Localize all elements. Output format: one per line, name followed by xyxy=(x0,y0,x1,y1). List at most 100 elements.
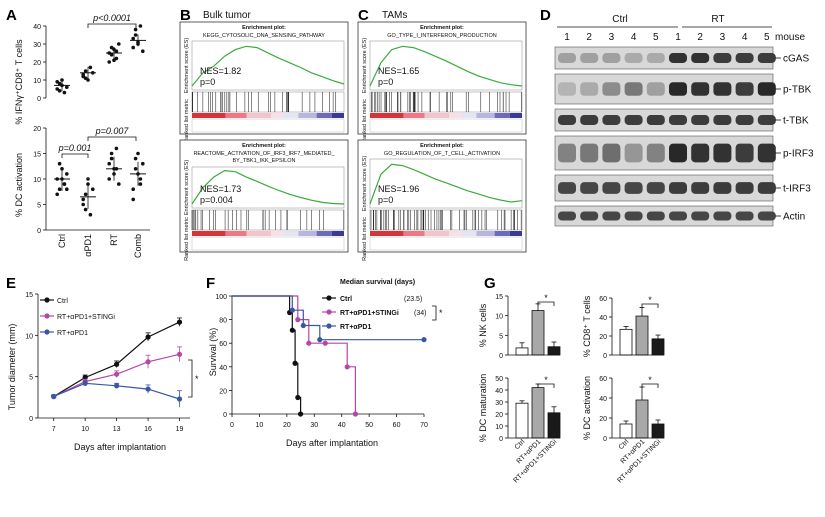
gsea-es-area xyxy=(191,166,345,209)
gsea-es-area xyxy=(369,158,523,209)
panel-label-g: G xyxy=(484,275,496,292)
blot-band xyxy=(713,53,732,63)
blot-band xyxy=(691,143,710,163)
blot-band xyxy=(602,143,621,163)
blot-band xyxy=(757,182,776,194)
a-bottom-point xyxy=(86,182,90,186)
g-ytick-label: 40 xyxy=(599,315,607,322)
gsea-rank-band xyxy=(331,113,344,118)
a-top-point xyxy=(117,42,121,46)
f-marker xyxy=(306,340,312,346)
blot-band xyxy=(669,82,687,96)
blot-band xyxy=(757,53,776,63)
g-ytick-label: 10 xyxy=(495,424,503,431)
gsea-es-curve xyxy=(191,45,345,87)
gsea-rank-band xyxy=(271,231,284,236)
blot-band xyxy=(646,143,665,163)
blot-band xyxy=(558,82,576,96)
gsea-p: p=0 xyxy=(200,77,215,87)
blot-band xyxy=(602,82,621,96)
gsea-rank-band xyxy=(283,113,299,118)
blot-band xyxy=(580,211,599,221)
gsea-es-label: Enrichment score (ES) xyxy=(184,38,190,93)
blot-band xyxy=(558,53,576,63)
blot-band xyxy=(735,115,754,125)
panel-a-bottom-bracket-2 xyxy=(87,136,137,141)
panel-d: Ctrl RT mouse 1 2 3 4 5 1 2 3 4 5 cGAS p-TBK t-TBK p… xyxy=(554,14,814,227)
panel-a-bottom-points xyxy=(54,146,146,217)
e-point xyxy=(51,393,57,400)
e-legend-marker xyxy=(44,313,50,319)
gsea-rank-band xyxy=(225,113,247,118)
a-bottom-tick-label: 0 xyxy=(37,228,41,235)
panel-label-d: D xyxy=(540,7,551,24)
gsea-plot: Enrichment plot: KEGG_CYTOSOLIC_DNA_SENSI… xyxy=(179,21,349,143)
blot-band xyxy=(713,115,732,125)
blot-band xyxy=(580,143,599,163)
f-legend-marker xyxy=(326,295,332,301)
g-sig-bracket xyxy=(641,383,659,388)
g-ytick-label: 20 xyxy=(599,416,607,423)
gsea-name: GO_TYPE_I_INTERFERON_PRODUCTION xyxy=(387,33,496,39)
g-ytick-label: 0 xyxy=(499,353,503,360)
panel-a-bottom-ylabel: % DC activation xyxy=(14,153,24,217)
gsea-nes: NES=1.73 xyxy=(200,184,241,194)
blot-band xyxy=(624,82,643,96)
blot-band xyxy=(580,53,599,63)
blot-band xyxy=(558,182,576,194)
blot-band xyxy=(691,53,710,63)
blot-band xyxy=(669,53,687,63)
panel-e-sig-bracket xyxy=(188,359,193,398)
panel-f-ticks: 0 20 40 60 80 100 0 10 20 30 40 50 60 70 xyxy=(215,294,428,429)
gsea-rank-band xyxy=(403,231,425,236)
gsea-rank-band xyxy=(271,113,284,118)
gsea-p: p=0 xyxy=(378,77,393,87)
panel-label-f: F xyxy=(206,275,215,292)
panel-label-e: E xyxy=(6,275,16,292)
gsea-header: Enrichment plot: xyxy=(420,25,464,31)
gsea-rank-band xyxy=(298,231,317,236)
blot-band xyxy=(757,82,776,96)
lane-number: 4 xyxy=(742,32,748,43)
a-bottom-point xyxy=(57,187,62,191)
blot-label: t-TBK xyxy=(783,116,809,127)
panel-d-lane-header: mouse xyxy=(775,32,805,43)
f-ytick-label: 100 xyxy=(215,294,227,301)
g-sig-bracket xyxy=(641,303,659,308)
gsea-header: Enrichment plot: xyxy=(420,143,464,149)
gsea-rank-band xyxy=(494,113,510,118)
lane-number: 5 xyxy=(764,32,770,43)
gsea-rank-band xyxy=(461,231,477,236)
g-category-label: Ctrl xyxy=(514,438,527,451)
panel-f-ylabel: Survival (%) xyxy=(208,328,218,377)
panel-a-top-bracket xyxy=(87,23,137,28)
panel-f-xlabel: Days after implantation xyxy=(286,438,378,448)
panel-a-top-ticks: 0 10 20 30 40 xyxy=(33,24,46,103)
blot-band xyxy=(602,182,621,194)
f-survival-line xyxy=(232,295,424,341)
a-bottom-point xyxy=(91,187,95,191)
panel-d-group-rt: RT xyxy=(711,14,724,25)
gsea-plot: Enrichment plot: REACTOME_ACTIVATION_OF_I… xyxy=(179,139,349,261)
gsea-rank-band xyxy=(449,231,462,236)
e-point xyxy=(176,396,183,402)
a-top-tick-label: 10 xyxy=(33,78,41,85)
a-top-tick-label: 0 xyxy=(37,96,41,103)
a-top-point xyxy=(109,45,114,50)
f-xtick-label: 0 xyxy=(230,422,234,429)
a-top-point xyxy=(138,24,143,28)
blot-band xyxy=(691,82,710,96)
a-bottom-point xyxy=(136,151,140,156)
g-ytick-label: 0 xyxy=(499,436,503,443)
panel-a-top-p: p<0.0001 xyxy=(92,13,131,23)
gsea-rank-band xyxy=(283,231,299,236)
gsea-hit-area xyxy=(191,91,345,113)
panel-f-series xyxy=(232,295,427,417)
a-bottom-point xyxy=(86,177,90,181)
e-point xyxy=(145,359,151,365)
gsea-plots: Enrichment plot: KEGG_CYTOSOLIC_DNA_SENSI… xyxy=(179,21,527,261)
lane-number: 1 xyxy=(675,32,681,43)
e-xtick-label: 7 xyxy=(52,426,56,433)
gsea-name-line: REACTOME_ACTIVATION_OF_IRF3_IRF7_MEDIATE… xyxy=(193,151,335,157)
g-ytick-label: 20 xyxy=(495,412,503,419)
